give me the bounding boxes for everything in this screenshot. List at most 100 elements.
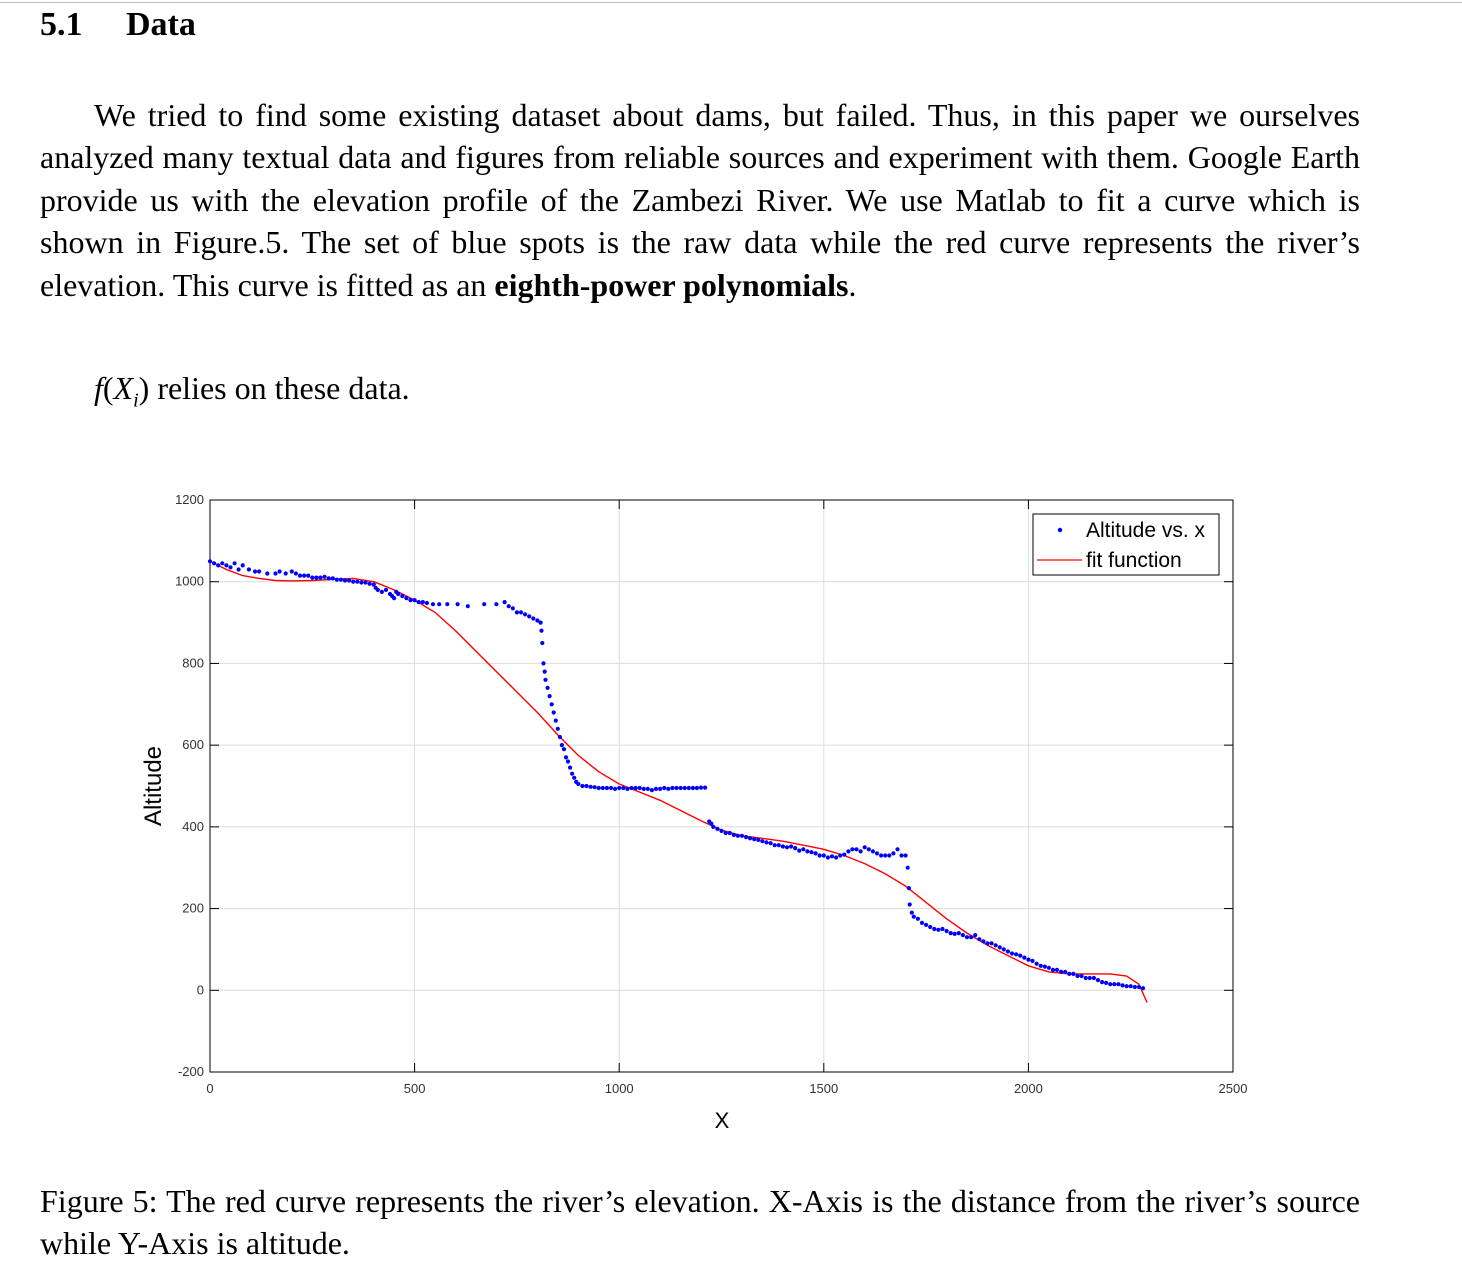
- paragraph-bold-term: eighth-power polynomials: [494, 266, 849, 303]
- data-point: [764, 840, 769, 845]
- data-point: [383, 587, 389, 593]
- data-point: [838, 853, 843, 858]
- data-point: [870, 849, 876, 854]
- section-heading: 5.1 Data: [40, 6, 196, 44]
- data-point: [940, 926, 945, 932]
- data-point: [1120, 983, 1125, 988]
- x-axis-label: X: [715, 1108, 730, 1133]
- data-point: [326, 576, 331, 581]
- data-point: [813, 851, 818, 856]
- y-tick-label: 0: [197, 982, 204, 997]
- data-point: [874, 851, 880, 856]
- data-point: [363, 580, 368, 585]
- data-point: [289, 569, 294, 574]
- data-point: [314, 575, 319, 580]
- data-point: [895, 847, 900, 852]
- data-point: [246, 567, 251, 572]
- data-point: [310, 575, 315, 580]
- data-point: [228, 565, 233, 570]
- data-point: [565, 759, 571, 764]
- data-point: [711, 824, 716, 830]
- data-point: [375, 587, 380, 593]
- data-series: [207, 559, 1146, 991]
- data-point: [850, 847, 855, 852]
- data-point: [1091, 975, 1096, 981]
- data-point: [801, 847, 806, 852]
- data-point: [400, 593, 405, 599]
- data-point: [572, 775, 577, 780]
- data-point: [694, 785, 700, 791]
- data-point: [866, 847, 871, 852]
- data-point: [555, 726, 560, 731]
- x-tick-label: 0: [206, 1081, 213, 1096]
- x-tick-label: 2500: [1219, 1081, 1248, 1096]
- data-point: [1104, 980, 1109, 986]
- data-point: [559, 743, 565, 748]
- data-point: [960, 933, 966, 938]
- data-point: [993, 943, 998, 948]
- data-point: [825, 855, 831, 860]
- data-point: [809, 850, 814, 855]
- data-point: [392, 596, 397, 601]
- data-point: [216, 563, 221, 568]
- data-point: [883, 853, 888, 858]
- data-point: [629, 785, 634, 791]
- data-point: [776, 843, 781, 848]
- data-point: [584, 783, 589, 789]
- legend: Altitude vs. x fit function: [1032, 513, 1220, 576]
- y-tick-label: 1200: [175, 492, 204, 507]
- data-point: [686, 785, 691, 791]
- legend-label-fit: fit function: [1086, 549, 1182, 572]
- data-point: [862, 845, 867, 850]
- data-point: [570, 771, 575, 776]
- data-point: [784, 845, 790, 850]
- equation-line: f(Xi) relies on these data.: [94, 370, 410, 412]
- data-point: [613, 786, 618, 792]
- data-point: [797, 848, 802, 853]
- data-point: [1050, 967, 1056, 973]
- data-point: [347, 578, 352, 583]
- elevation-chart: 0 500 1000 1500 2000 250012001000800600400200…: [140, 492, 1248, 1133]
- paragraph-end: .: [848, 266, 857, 303]
- data-point: [625, 786, 630, 792]
- eq-open: (: [102, 370, 114, 406]
- data-point: [1005, 949, 1011, 954]
- data-point: [1059, 969, 1064, 975]
- data-point: [952, 931, 957, 937]
- data-point: [379, 589, 384, 595]
- y-tick-label: 800: [182, 655, 204, 670]
- data-point: [420, 600, 425, 605]
- data-point: [224, 563, 229, 568]
- chart-grid: [210, 500, 1233, 1072]
- x-tick-label: 2000: [1014, 1081, 1043, 1096]
- data-point: [1132, 984, 1137, 990]
- figure-caption: Figure 5: The red curve represents the r…: [40, 1183, 1360, 1262]
- data-point: [666, 786, 671, 792]
- data-point: [465, 604, 470, 609]
- data-point: [793, 846, 798, 851]
- data-point: [408, 598, 413, 603]
- data-point: [265, 571, 270, 576]
- data-point: [617, 785, 622, 791]
- data-point: [911, 914, 916, 919]
- data-point: [678, 785, 683, 791]
- data-point: [531, 616, 536, 621]
- data-point: [494, 602, 499, 607]
- data-point: [690, 785, 696, 791]
- data-point: [371, 582, 376, 587]
- data-point: [1075, 973, 1080, 979]
- data-point: [514, 610, 520, 615]
- data-point: [252, 569, 258, 574]
- data-point: [1100, 980, 1105, 985]
- data-point: [1038, 963, 1043, 968]
- data-point: [236, 567, 241, 572]
- eq-sub: i: [133, 389, 139, 412]
- data-point: [817, 853, 822, 858]
- data-point: [541, 661, 546, 666]
- legend-box: [1032, 513, 1220, 576]
- data-point: [404, 596, 409, 601]
- data-point: [621, 785, 626, 791]
- data-point: [1083, 975, 1088, 981]
- data-point: [670, 785, 675, 791]
- data-point: [359, 580, 364, 585]
